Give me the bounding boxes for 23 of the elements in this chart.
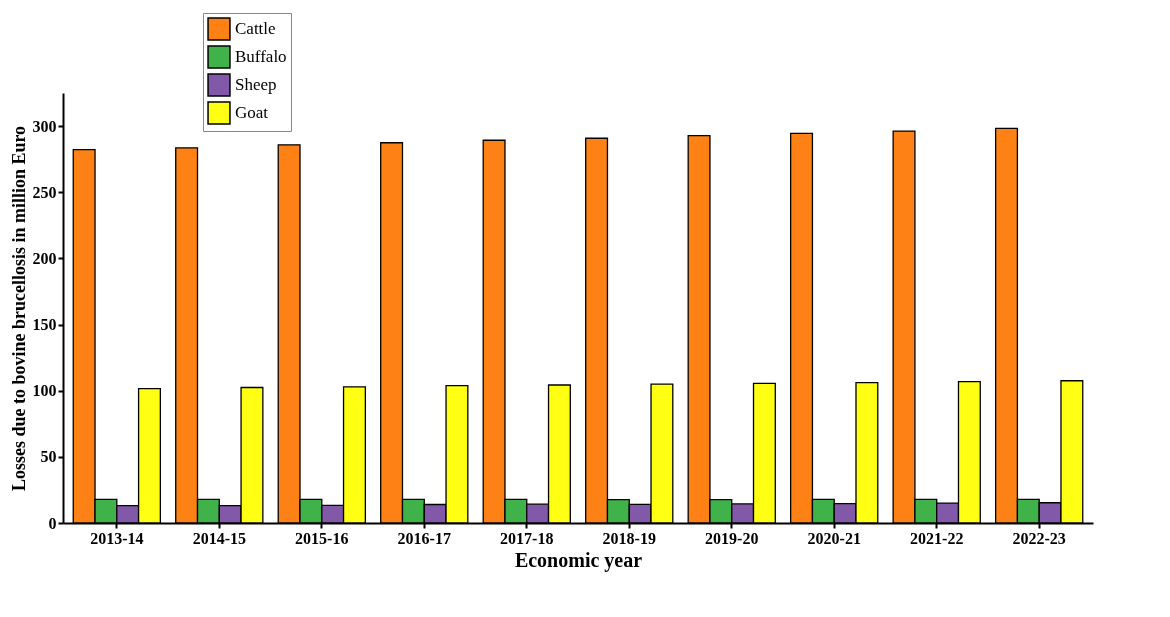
x-tick-label: 2019-20 xyxy=(705,529,759,547)
x-tick-label: 2022-23 xyxy=(1012,529,1066,547)
x-tick-label: 2017-18 xyxy=(500,529,554,547)
x-tick-label: 2016-17 xyxy=(397,529,451,547)
y-tick-label: 150 xyxy=(32,316,57,334)
y-tick-label: 50 xyxy=(40,448,57,466)
x-axis-title: Economic year xyxy=(514,548,643,572)
y-tick-label: 0 xyxy=(48,514,57,532)
y-tick-label: 300 xyxy=(32,117,57,135)
x-tick-label: 2014-15 xyxy=(192,529,246,547)
y-tick-label: 100 xyxy=(32,382,57,400)
x-tick-label: 2018-19 xyxy=(602,529,656,547)
legend-label: Buffalo xyxy=(235,47,287,66)
y-axis-title: Losses due to bovine brucellosis in million Euro xyxy=(8,125,29,492)
legend-label: Goat xyxy=(235,103,269,122)
x-tick-label: 2013-14 xyxy=(90,529,144,547)
x-tick-label: 2015-16 xyxy=(295,529,349,547)
x-tick-label: 2020-21 xyxy=(807,529,861,547)
legend-label: Cattle xyxy=(235,19,276,38)
y-tick-label: 250 xyxy=(32,183,57,201)
y-tick-label: 200 xyxy=(32,249,57,267)
x-tick-label: 2021-22 xyxy=(910,529,964,547)
legend-label: Sheep xyxy=(235,75,277,94)
